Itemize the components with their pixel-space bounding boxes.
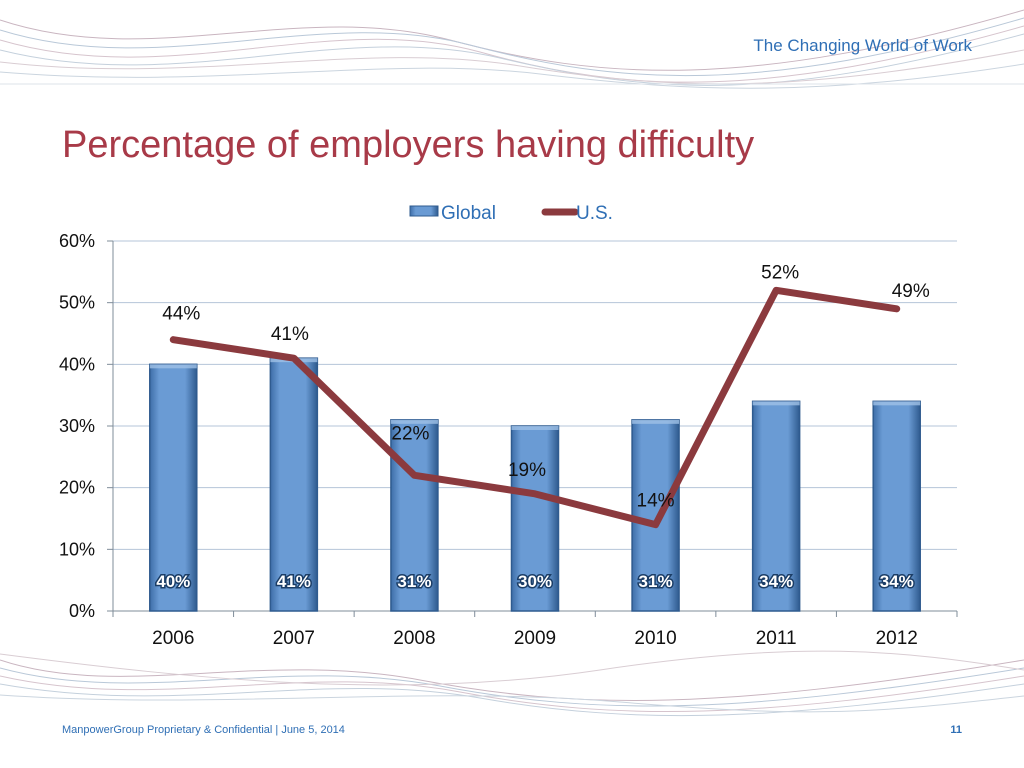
footer-separator: | [275, 724, 279, 736]
y-tick-label: 40% [59, 354, 95, 374]
page-number: 11 [950, 724, 962, 736]
us-data-label: 14% [637, 491, 675, 512]
x-tick-label: 2009 [514, 628, 556, 649]
y-tick-label: 30% [59, 416, 95, 436]
us-data-label: 44% [162, 304, 200, 325]
us-data-point [534, 492, 536, 495]
us-data-point [172, 338, 175, 341]
x-tick-label: 2006 [152, 628, 194, 649]
x-tick-label: 2010 [634, 628, 676, 649]
x-tick-label: 2012 [876, 628, 918, 649]
y-tick-label: 50% [59, 293, 95, 313]
us-data-label: 19% [508, 460, 546, 481]
us-data-label: 41% [271, 324, 309, 345]
us-data-point [654, 523, 657, 526]
us-data-label: 52% [761, 262, 799, 283]
bar-top-highlight [752, 401, 800, 406]
bar-top-highlight [149, 364, 197, 369]
x-tick-label: 2008 [393, 628, 435, 649]
bar-data-label: 34% [880, 572, 914, 591]
y-tick-label: 60% [59, 231, 95, 251]
us-data-point [292, 357, 295, 360]
us-data-point [413, 474, 416, 477]
bar-data-label: 31% [397, 572, 431, 591]
us-data-point [775, 289, 778, 292]
footer-date: June 5, 2014 [281, 724, 345, 736]
slide-title: Percentage of employers having difficult… [62, 124, 755, 166]
footer-company: ManpowerGroup Proprietary & Confidential [62, 724, 273, 736]
bar-global [872, 400, 921, 612]
bar-data-label: 30% [518, 572, 552, 591]
us-data-point [895, 307, 898, 310]
header-tagline: The Changing World of Work [753, 36, 972, 55]
us-data-label: 22% [391, 423, 429, 444]
us-data-label: 49% [892, 281, 930, 302]
bar-global [390, 419, 439, 612]
bar-data-label: 41% [277, 572, 311, 591]
legend-swatch-global [409, 205, 439, 217]
bar-top-highlight [390, 419, 438, 424]
y-tick-label: 10% [59, 539, 95, 559]
bar-global [510, 425, 560, 612]
bar-top-highlight [632, 419, 680, 424]
bar-global [631, 419, 680, 612]
y-tick-label: 0% [69, 601, 95, 621]
bar-data-label: 34% [759, 572, 793, 591]
bar-top-highlight [511, 426, 559, 430]
x-tick-label: 2011 [756, 628, 797, 649]
bar-data-label: 31% [639, 572, 673, 591]
bar-global [149, 363, 198, 612]
bar-global [269, 357, 319, 612]
bar-top-highlight [873, 401, 921, 406]
x-tick-label: 2007 [273, 628, 315, 649]
footer-text: ManpowerGroup Proprietary & Confidential… [62, 724, 345, 736]
y-tick-label: 20% [59, 478, 95, 498]
legend-label-us: U.S. [576, 203, 613, 224]
legend-label-global: Global [441, 203, 496, 224]
bar-data-label: 40% [156, 572, 190, 591]
